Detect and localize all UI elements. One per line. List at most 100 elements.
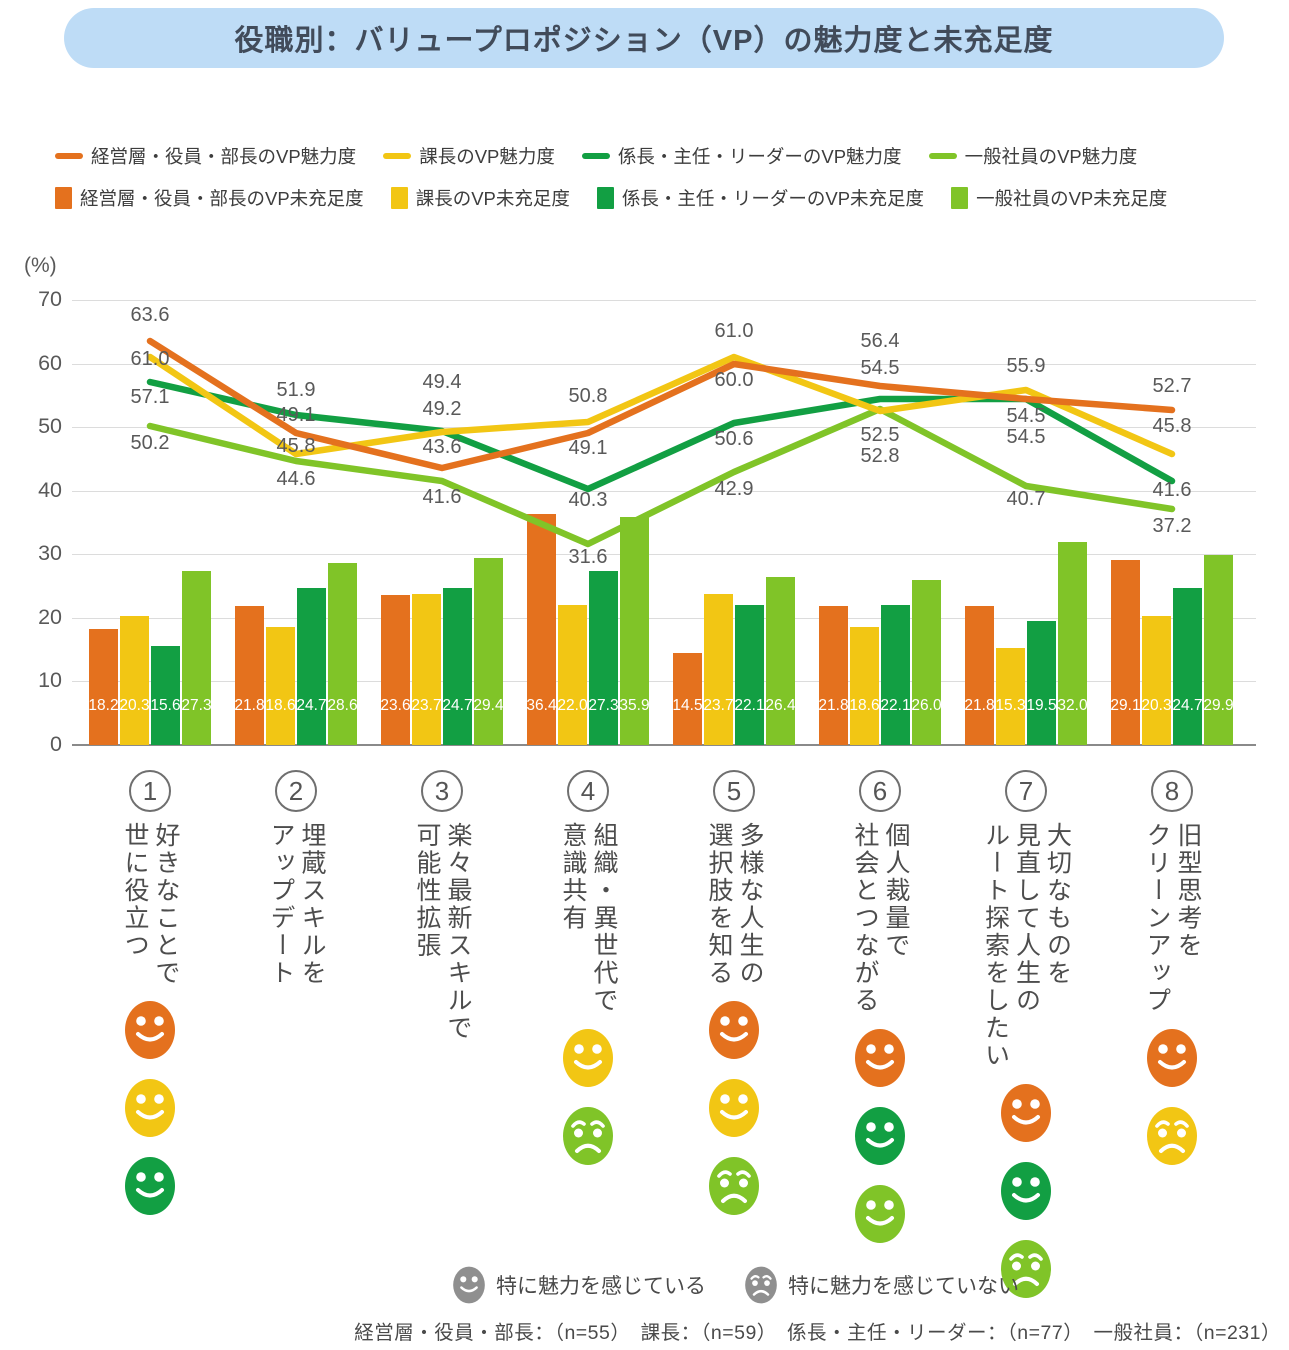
- bar-yellow-cat5: [704, 594, 733, 745]
- category-number: 1: [129, 770, 171, 812]
- bar-orange-cat6: [819, 606, 848, 745]
- bar-yellow-cat8: [1142, 616, 1171, 745]
- legend-label: 一般社員のVP魅力度: [964, 146, 1138, 167]
- bar-yellow-cat1: [120, 616, 149, 745]
- category-label: 組織・異世代で 意識共有: [559, 822, 618, 1015]
- category-label: 旧型思考を クリーンアップ: [1143, 822, 1202, 1015]
- line-point-label: 50.2: [131, 432, 170, 454]
- bar-value-label: 18.6: [265, 697, 296, 714]
- legend-bar-item: 経営層・役員・部長のVP未充足度: [55, 185, 364, 211]
- category-number: 4: [567, 770, 609, 812]
- y-tick-label: 60: [38, 351, 62, 375]
- category-column-3: 3 楽々最新スキルで 可能性拡張: [367, 770, 517, 1042]
- happy-face-icon: [855, 1028, 905, 1087]
- happy-face-icon: [453, 1266, 485, 1304]
- sad-face-icon: [1001, 1239, 1051, 1298]
- category-column-1: 1 好きなことで 世に役立つ: [75, 770, 225, 1221]
- bar-yellow-cat2: [266, 627, 295, 745]
- bar-green-cat5: [735, 605, 764, 745]
- bar-orange-cat1: [89, 629, 118, 745]
- legend-line-item: 一般社員のVP魅力度: [928, 143, 1138, 169]
- line-point-label: 61.0: [131, 348, 170, 370]
- bar-value-label: 29.4: [473, 697, 504, 714]
- happy-face-icon: [563, 1028, 613, 1087]
- bar-lightgreen-cat6: [912, 580, 941, 745]
- sad-face-icon: [745, 1266, 777, 1304]
- face-yellow-sad: [1146, 1106, 1198, 1171]
- bar-value-label: 15.3: [995, 697, 1026, 714]
- gridline: [72, 427, 1256, 428]
- line-point-label: 63.6: [131, 304, 170, 326]
- category-column-4: 4 組織・異世代で 意識共有: [513, 770, 663, 1171]
- bar-lightgreen-cat4: [620, 517, 649, 745]
- happy-face-icon: [855, 1106, 905, 1165]
- face-green-happy: [854, 1106, 906, 1171]
- y-tick-label: 50: [38, 414, 62, 438]
- bar-value-label: 24.7: [296, 697, 327, 714]
- line-point-label: 54.5: [1007, 426, 1046, 448]
- bar-value-label: 23.7: [703, 697, 734, 714]
- faces-legend-item-happy: 特に魅力を感じている: [452, 1266, 706, 1304]
- line-point-label: 52.7: [1153, 375, 1192, 397]
- category-column-6: 6 個人裁量で 社会とつながる: [805, 770, 955, 1249]
- bar-value-label: 27.3: [588, 697, 619, 714]
- bar-orange-cat4: [527, 514, 556, 745]
- line-point-label: 45.8: [277, 435, 316, 457]
- line-point-label: 37.2: [1153, 515, 1192, 537]
- happy-face-icon: [125, 1157, 175, 1215]
- category-column-2: 2 埋蔵スキルを アップデート: [221, 770, 371, 987]
- line-point-label: 31.6: [569, 546, 608, 568]
- bar-value-label: 21.8: [964, 697, 995, 714]
- legend-bar-series: 経営層・役員・部長のVP未充足度 課長のVP未充足度 係長・主任・リーダーのVP未充…: [55, 184, 1167, 212]
- bar-orange-cat2: [235, 606, 264, 745]
- bar-orange-cat7: [965, 606, 994, 745]
- legend-label: 課長のVP未充足度: [415, 188, 570, 209]
- bar-value-label: 26.0: [911, 697, 942, 714]
- gridline: [72, 618, 1256, 619]
- happy-face-icon: [125, 1079, 175, 1137]
- legend-label: 係長・主任・リーダーのVP魅力度: [617, 146, 902, 167]
- line-point-label: 45.8: [1153, 415, 1192, 437]
- legend-label: 一般社員のVP未充足度: [976, 188, 1168, 209]
- line-point-label: 55.9: [1007, 355, 1046, 377]
- bar-lightgreen-cat2: [328, 563, 357, 745]
- y-tick-label: 20: [38, 605, 62, 629]
- bar-value-label: 24.7: [442, 697, 473, 714]
- line-point-label: 61.0: [715, 320, 754, 342]
- category-column-8: 8 旧型思考を クリーンアップ: [1097, 770, 1247, 1171]
- line-point-label: 49.1: [277, 404, 316, 426]
- gridline: [72, 364, 1256, 365]
- bar-value-label: 27.3: [181, 697, 212, 714]
- y-tick-label: 70: [38, 287, 62, 311]
- bar-value-label: 21.8: [818, 697, 849, 714]
- happy-face-icon: [125, 1001, 175, 1059]
- line-point-label: 41.6: [423, 486, 462, 508]
- legend-bar-item: 係長・主任・リーダーのVP未充足度: [596, 185, 924, 211]
- legend-swatch-green: [581, 153, 610, 159]
- legend-label: 経営層・役員・部長のVP未充足度: [80, 188, 364, 209]
- gridline: [72, 681, 1256, 682]
- bar-lightgreen-cat3: [474, 558, 503, 745]
- category-column-5: 5 多様な人生の 選択肢を知る: [659, 770, 809, 1221]
- bar-green-cat6: [881, 605, 910, 745]
- legend-swatch-yellow: [383, 153, 412, 159]
- bar-value-label: 20.3: [119, 697, 150, 714]
- legend-line-item: 課長のVP魅力度: [383, 143, 555, 169]
- bar-value-label: 19.5: [1026, 697, 1057, 714]
- gridline: [72, 491, 1256, 492]
- faces-legend-label: 特に魅力を感じている: [496, 1275, 706, 1298]
- bar-value-label: 21.8: [234, 697, 265, 714]
- bar-value-label: 14.5: [672, 697, 703, 714]
- line-point-label: 42.9: [715, 478, 754, 500]
- y-axis-unit-label: (%): [24, 254, 57, 277]
- x-axis-line: [72, 744, 1256, 746]
- line-point-label: 41.6: [1153, 479, 1192, 501]
- category-label: 多様な人生の 選択肢を知る: [705, 822, 764, 987]
- face-green-happy: [1000, 1161, 1052, 1226]
- line-yellow: [146, 353, 1176, 458]
- category-number: 7: [1005, 770, 1047, 812]
- category-column-7: 7 大切なものを 見直して人生の ルート探索をしたい: [951, 770, 1101, 1304]
- bar-lightgreen-cat1: [182, 571, 211, 745]
- legend-line-series: 経営層・役員・部長のVP魅力度 課長のVP魅力度 係長・主任・リーダーのVP魅力度 一…: [55, 142, 1137, 170]
- bar-value-label: 22.1: [734, 697, 765, 714]
